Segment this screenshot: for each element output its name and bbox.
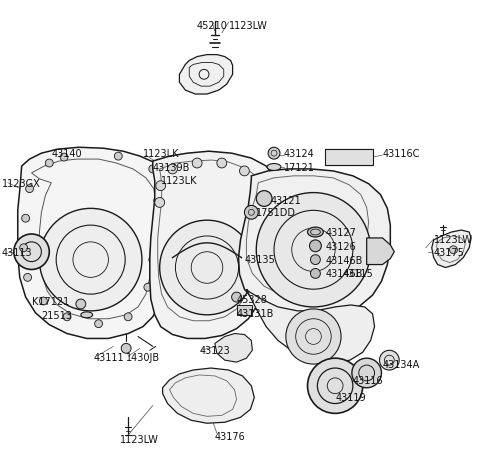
Text: 43127: 43127 <box>325 228 356 238</box>
Circle shape <box>60 153 68 161</box>
Text: 21513: 21513 <box>41 311 72 321</box>
Circle shape <box>39 208 142 311</box>
Polygon shape <box>215 334 252 362</box>
Text: 43121: 43121 <box>271 196 302 206</box>
Text: 43131B: 43131B <box>237 309 274 319</box>
Circle shape <box>217 158 227 168</box>
Circle shape <box>311 255 320 265</box>
Circle shape <box>311 268 320 278</box>
Text: 43135: 43135 <box>244 255 275 265</box>
Circle shape <box>449 246 457 254</box>
Circle shape <box>380 350 399 370</box>
Circle shape <box>160 220 254 315</box>
Circle shape <box>124 313 132 321</box>
Text: 1123LK: 1123LK <box>161 176 197 186</box>
Text: 45210: 45210 <box>196 21 228 31</box>
Text: 1123LW: 1123LW <box>228 21 267 31</box>
Polygon shape <box>246 289 374 363</box>
Text: 43124: 43124 <box>284 149 314 159</box>
Circle shape <box>24 274 32 281</box>
Text: 43134A: 43134A <box>383 360 420 370</box>
Circle shape <box>352 358 382 388</box>
Circle shape <box>22 214 30 222</box>
Text: K17121: K17121 <box>32 297 69 307</box>
Polygon shape <box>163 368 254 423</box>
Ellipse shape <box>308 227 324 237</box>
Text: 43111: 43111 <box>94 353 124 363</box>
Polygon shape <box>18 147 172 338</box>
Circle shape <box>45 159 53 167</box>
Circle shape <box>63 313 71 321</box>
Circle shape <box>256 191 272 206</box>
Circle shape <box>244 206 258 219</box>
Circle shape <box>14 234 49 269</box>
Circle shape <box>192 158 202 168</box>
Text: 1751DD: 1751DD <box>256 208 296 219</box>
Circle shape <box>149 256 157 264</box>
Text: 43115: 43115 <box>343 269 374 280</box>
Circle shape <box>144 283 152 291</box>
Text: 17121: 17121 <box>284 163 315 173</box>
Text: 43140: 43140 <box>51 149 82 159</box>
Circle shape <box>268 147 280 159</box>
Circle shape <box>308 358 363 413</box>
Circle shape <box>256 192 371 307</box>
Circle shape <box>252 178 261 188</box>
Circle shape <box>310 240 321 252</box>
Bar <box>325 149 372 165</box>
Ellipse shape <box>81 312 93 318</box>
Circle shape <box>155 198 165 207</box>
Circle shape <box>39 297 48 305</box>
Circle shape <box>76 299 86 309</box>
Polygon shape <box>150 151 276 338</box>
Polygon shape <box>180 55 233 94</box>
Circle shape <box>114 152 122 160</box>
Circle shape <box>156 181 166 191</box>
Text: 1123GX: 1123GX <box>2 179 41 189</box>
Text: 43123: 43123 <box>199 346 230 356</box>
Text: 43175: 43175 <box>434 248 465 258</box>
Polygon shape <box>432 230 471 267</box>
Circle shape <box>121 343 131 353</box>
Circle shape <box>286 309 341 364</box>
Circle shape <box>232 292 241 302</box>
Text: 1123LW: 1123LW <box>434 235 473 245</box>
Text: 43119: 43119 <box>335 393 366 403</box>
Text: 43146B: 43146B <box>325 256 363 266</box>
Circle shape <box>95 320 103 328</box>
Ellipse shape <box>267 164 281 171</box>
Text: 1123LK: 1123LK <box>143 149 180 159</box>
Polygon shape <box>367 238 394 265</box>
Text: 43139B: 43139B <box>153 163 190 173</box>
Bar <box>237 305 252 315</box>
Text: 43116C: 43116C <box>383 149 420 159</box>
Circle shape <box>152 226 160 234</box>
Text: 1123LW: 1123LW <box>120 435 159 445</box>
Circle shape <box>168 164 178 174</box>
Text: 1430JB: 1430JB <box>126 353 160 363</box>
Text: 43126: 43126 <box>325 242 356 252</box>
Circle shape <box>25 185 34 192</box>
Polygon shape <box>239 169 390 319</box>
Circle shape <box>20 244 27 252</box>
Text: 43146B: 43146B <box>325 269 363 280</box>
Text: 45328: 45328 <box>237 295 267 305</box>
Circle shape <box>240 166 250 176</box>
Text: 43113: 43113 <box>2 248 33 258</box>
Circle shape <box>154 197 162 205</box>
Circle shape <box>149 165 157 173</box>
Text: 43116: 43116 <box>353 376 384 386</box>
Text: 43176: 43176 <box>215 432 246 442</box>
